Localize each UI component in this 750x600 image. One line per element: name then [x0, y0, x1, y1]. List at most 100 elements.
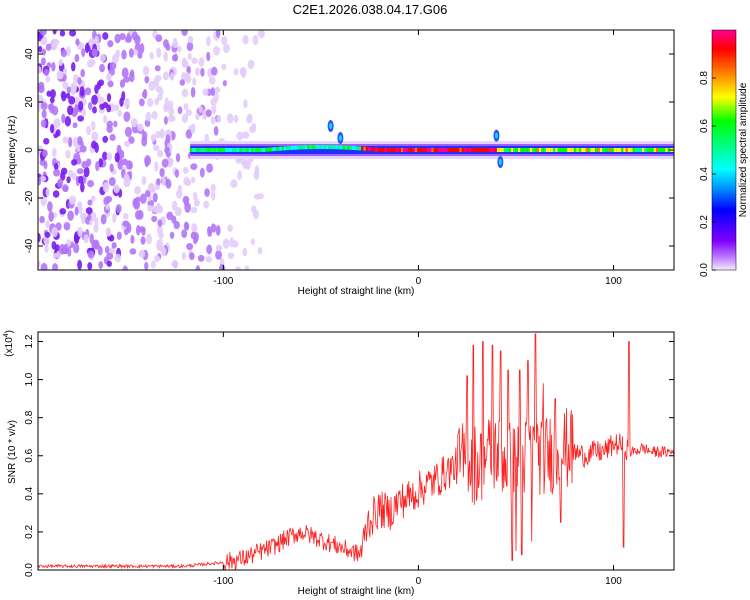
- band-core-cell: [574, 148, 577, 152]
- band-core-cell: [304, 145, 308, 150]
- snr-panel: -100 0 100 0.0 0.2 0.4 0.6 0.8 1.0 1.2 Height of…: [3, 330, 675, 597]
- heatmap-cell: [40, 57, 46, 66]
- heatmap-cell: [215, 224, 221, 236]
- heatmap-cell: [147, 204, 153, 212]
- heatmap-cell: [124, 36, 132, 43]
- band-core-cell: [328, 145, 331, 150]
- band-core-cell: [660, 148, 664, 152]
- heatmap-cell: [137, 51, 143, 59]
- band-core-cell: [485, 148, 488, 152]
- heatmap-cell: [211, 104, 217, 115]
- band-core-cell: [262, 147, 266, 152]
- heatmap-cell: [81, 47, 86, 58]
- band-core-cell: [667, 148, 671, 152]
- heatmap-cell: [181, 229, 188, 238]
- bottom-x-axis: -100 0 100: [213, 332, 622, 587]
- heatmap-cell: [161, 176, 166, 186]
- heatmap-cell: [159, 128, 165, 139]
- top-y-tick-label: -40: [24, 238, 35, 253]
- heatmap-cell: [177, 106, 183, 115]
- heatmap-cell: [139, 43, 145, 54]
- band-core-cell: [438, 148, 441, 152]
- heatmap-cell: [60, 167, 68, 175]
- heatmap-cell: [142, 88, 148, 99]
- heatmap-cell: [257, 246, 263, 255]
- heatmap-cell: [83, 166, 90, 178]
- heatmap-cell: [253, 209, 259, 220]
- heatmap-cell: [81, 174, 87, 184]
- heatmap-cell: [159, 87, 164, 97]
- band-core-cell: [475, 148, 479, 152]
- colorbar-tick-label: 0.0: [699, 263, 710, 277]
- heatmap-cell: [99, 63, 105, 73]
- heatmap-cell: [102, 151, 108, 161]
- band-core-cell: [244, 148, 247, 152]
- heatmap-cell: [184, 72, 191, 82]
- heatmap-cell: [135, 210, 142, 220]
- heatmap-cell: [171, 200, 178, 211]
- heatmap-cell: [152, 192, 158, 203]
- heatmap-cell: [102, 115, 108, 124]
- band-core-cell: [443, 148, 446, 152]
- heatmap-cell: [66, 105, 74, 116]
- heatmap-cell: [100, 214, 107, 225]
- heatmap-cell: [102, 182, 110, 193]
- heatmap-cell: [197, 254, 205, 262]
- heatmap-cell: [124, 140, 131, 147]
- band-core-cell: [522, 148, 526, 152]
- band-core-cell: [344, 145, 348, 150]
- heatmap-cell: [163, 39, 169, 49]
- band-core-cell: [520, 148, 523, 152]
- heatmap-cell: [50, 43, 58, 51]
- band-core-cell: [625, 148, 629, 152]
- band-core-cell: [389, 148, 392, 152]
- band-core-cell: [253, 148, 256, 152]
- band-core-cell: [396, 148, 399, 152]
- heatmap-cell: [181, 252, 186, 261]
- heatmap-cell: [154, 65, 161, 72]
- heatmap-cell: [128, 136, 135, 144]
- heatmap-cell: [230, 179, 238, 188]
- band-core-cell: [450, 148, 453, 152]
- heatmap-cell: [107, 80, 114, 88]
- heatmap-cell: [119, 32, 126, 41]
- heatmap-cell: [244, 160, 251, 170]
- heatmap-cell: [129, 248, 137, 255]
- heatmap-cell: [52, 190, 60, 198]
- heatmap-cell: [122, 220, 130, 228]
- heatmap-cell: [187, 35, 194, 44]
- heatmap-cell: [190, 176, 196, 184]
- heatmap-cell: [124, 98, 130, 106]
- heatmap-cell: [91, 140, 97, 149]
- band-core-cell: [290, 145, 294, 150]
- band-core-cell: [534, 148, 537, 152]
- heatmap-cell: [108, 176, 116, 187]
- heatmap-cell: [166, 211, 174, 221]
- heatmap-cell: [150, 133, 157, 142]
- heatmap-cell: [181, 30, 188, 37]
- heatmap-cell: [80, 181, 85, 193]
- heatmap-cell: [38, 232, 41, 243]
- heatmap-cell: [206, 51, 211, 62]
- heatmap-cell: [86, 125, 91, 136]
- heatmap-cell: [210, 183, 216, 192]
- heatmap-cell: [89, 58, 96, 66]
- heatmap-cell: [233, 67, 239, 76]
- colorbar-tick-label: 0.2: [699, 215, 710, 229]
- band-core-cell: [316, 145, 319, 150]
- heatmap-cell: [169, 72, 175, 81]
- band-core-cell: [435, 148, 439, 152]
- heatmap-cell: [242, 131, 250, 139]
- heatmap-cell: [106, 260, 112, 267]
- band-core-cell: [370, 147, 373, 152]
- band-spike-core: [498, 159, 502, 165]
- top-x-tick-label: -100: [213, 276, 233, 287]
- heatmap-cell: [190, 87, 196, 98]
- band-core-cell: [578, 148, 582, 152]
- heatmap-cell: [40, 30, 47, 36]
- band-core-cell: [466, 148, 469, 152]
- band-core-cell: [358, 146, 362, 151]
- heatmap-cell: [109, 133, 116, 142]
- heatmap-cell: [111, 242, 117, 249]
- heatmap-cell: [61, 184, 69, 192]
